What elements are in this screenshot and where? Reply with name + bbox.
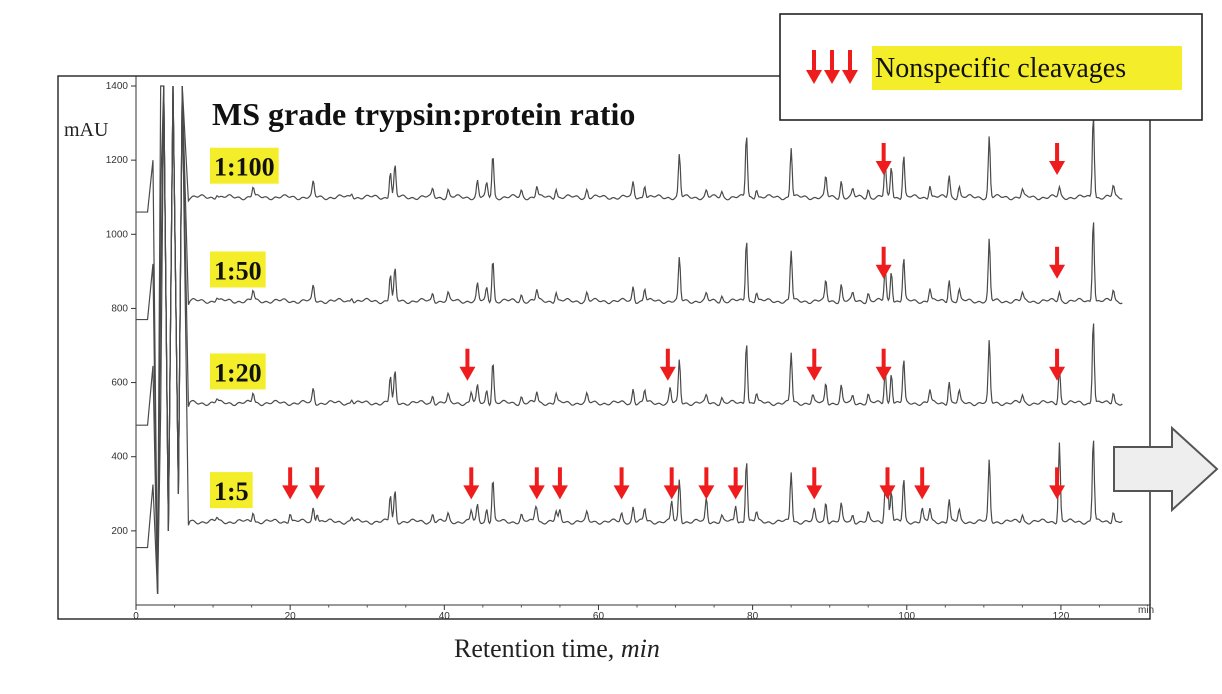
series-label-1-5: 1:5 — [214, 477, 249, 506]
cleavage-arrow-1-50 — [1049, 246, 1066, 279]
arrow-head — [551, 485, 568, 500]
y-axis-label: mAU — [64, 119, 109, 141]
cleavage-arrow-1-5 — [1049, 467, 1066, 500]
chart-title: MS grade trypsin:protein ratio — [212, 96, 635, 132]
y-tick-label: 800 — [111, 303, 128, 314]
arrow-head — [1049, 485, 1066, 500]
series-label-highlight — [210, 251, 266, 288]
arrow-head — [879, 485, 896, 500]
y-tick-label: 400 — [111, 452, 128, 463]
traces — [136, 85, 1123, 594]
arrow-head — [459, 366, 476, 381]
x-tick-label: 60 — [593, 611, 605, 622]
arrow-head — [463, 485, 480, 500]
y-tick-label: 1400 — [106, 81, 129, 92]
arrow-head — [282, 485, 299, 500]
cleavage-arrow-1-100 — [1049, 142, 1066, 175]
y-tick-label: 1200 — [106, 155, 129, 166]
arrow-head — [875, 160, 892, 175]
legend-arrow — [824, 50, 840, 84]
arrow-head — [914, 485, 931, 500]
arrow-head — [806, 485, 823, 500]
y-axis-ticks: 200 400 600 800 1000 1200 1400 — [106, 81, 136, 537]
cleavage-arrow-1-5 — [914, 467, 931, 500]
series-label-1-20: 1:20 — [214, 358, 262, 387]
legend-arrow — [842, 50, 858, 84]
legend: Nonspecific cleavages — [779, 13, 1203, 121]
series-labels: 1:100 1:50 1:20 1:5 — [210, 147, 279, 509]
x-tick-label: 100 — [898, 611, 915, 622]
arrow-head — [663, 485, 680, 500]
x-tick-label: 40 — [439, 611, 451, 622]
y-tick-label: 200 — [111, 526, 128, 537]
x-axis-ticks: 0 20 40 60 80 100 120 — [133, 605, 1100, 622]
trace-line-1-50 — [136, 85, 1123, 594]
arrow-head — [659, 366, 676, 381]
x-tick-label: 120 — [1053, 611, 1070, 622]
x-axis-end-label: min — [1138, 605, 1154, 616]
trace-line-1-20 — [136, 85, 1123, 594]
y-tick-label: 600 — [111, 378, 128, 389]
y-tick-label: 1000 — [106, 229, 129, 240]
cleavage-arrow-1-20 — [459, 348, 476, 381]
x-axis-label-text: Retention time, — [454, 634, 614, 663]
arrow-head — [528, 485, 545, 500]
arrow-head — [727, 485, 744, 500]
series-label-highlight — [210, 353, 266, 390]
cleavage-arrow-1-5 — [727, 467, 744, 500]
cleavage-arrow-1-20 — [806, 348, 823, 381]
arrow-head — [806, 70, 822, 84]
arrow-head — [842, 70, 858, 84]
legend-arrows-icon — [806, 50, 858, 84]
cleavage-arrow-1-20 — [1049, 348, 1066, 381]
cleavage-arrow-1-50 — [875, 246, 892, 279]
arrow-head — [613, 485, 630, 500]
cleavage-arrow-1-5 — [463, 467, 480, 500]
arrow-head — [824, 70, 840, 84]
x-tick-label: 80 — [747, 611, 759, 622]
trace-line-1-5 — [136, 85, 1123, 594]
cleavage-arrow-1-5 — [613, 467, 630, 500]
cleavage-arrows — [282, 142, 1066, 500]
cleavage-arrow-1-20 — [659, 348, 676, 381]
cleavage-arrow-1-5 — [698, 467, 715, 500]
arrow-head — [309, 485, 326, 500]
cleavage-arrow-1-100 — [875, 142, 892, 175]
cleavage-arrow-1-5 — [663, 467, 680, 500]
series-label-highlight — [210, 147, 279, 184]
cleavage-arrow-1-5 — [551, 467, 568, 500]
cleavage-arrow-1-20 — [875, 348, 892, 381]
series-label-1-100: 1:100 — [214, 153, 275, 182]
trace-line-1-100 — [136, 85, 1123, 594]
cleavage-arrow-1-5 — [309, 467, 326, 500]
x-axis-label: Retention time, min — [454, 634, 660, 663]
cleavage-arrow-1-5 — [806, 467, 823, 500]
x-axis-unit: min — [621, 634, 660, 663]
legend-arrow — [806, 50, 822, 84]
cleavage-arrow-1-5 — [528, 467, 545, 500]
arrow-head — [698, 485, 715, 500]
arrow-head — [1049, 366, 1066, 381]
x-tick-label: 20 — [285, 611, 297, 622]
legend-highlight — [872, 46, 1182, 90]
arrow-head — [806, 366, 823, 381]
x-tick-label: 0 — [133, 611, 139, 622]
cleavage-arrow-1-5 — [282, 467, 299, 500]
series-label-highlight — [210, 472, 253, 509]
series-label-1-50: 1:50 — [214, 257, 262, 286]
legend-label: Nonspecific cleavages — [875, 53, 1126, 84]
cleavage-arrow-1-5 — [879, 467, 896, 500]
arrow-head — [875, 264, 892, 279]
arrow-head — [875, 366, 892, 381]
right-arrow-icon — [1113, 425, 1219, 513]
arrow-head — [1049, 160, 1066, 175]
arrow-head — [1049, 264, 1066, 279]
